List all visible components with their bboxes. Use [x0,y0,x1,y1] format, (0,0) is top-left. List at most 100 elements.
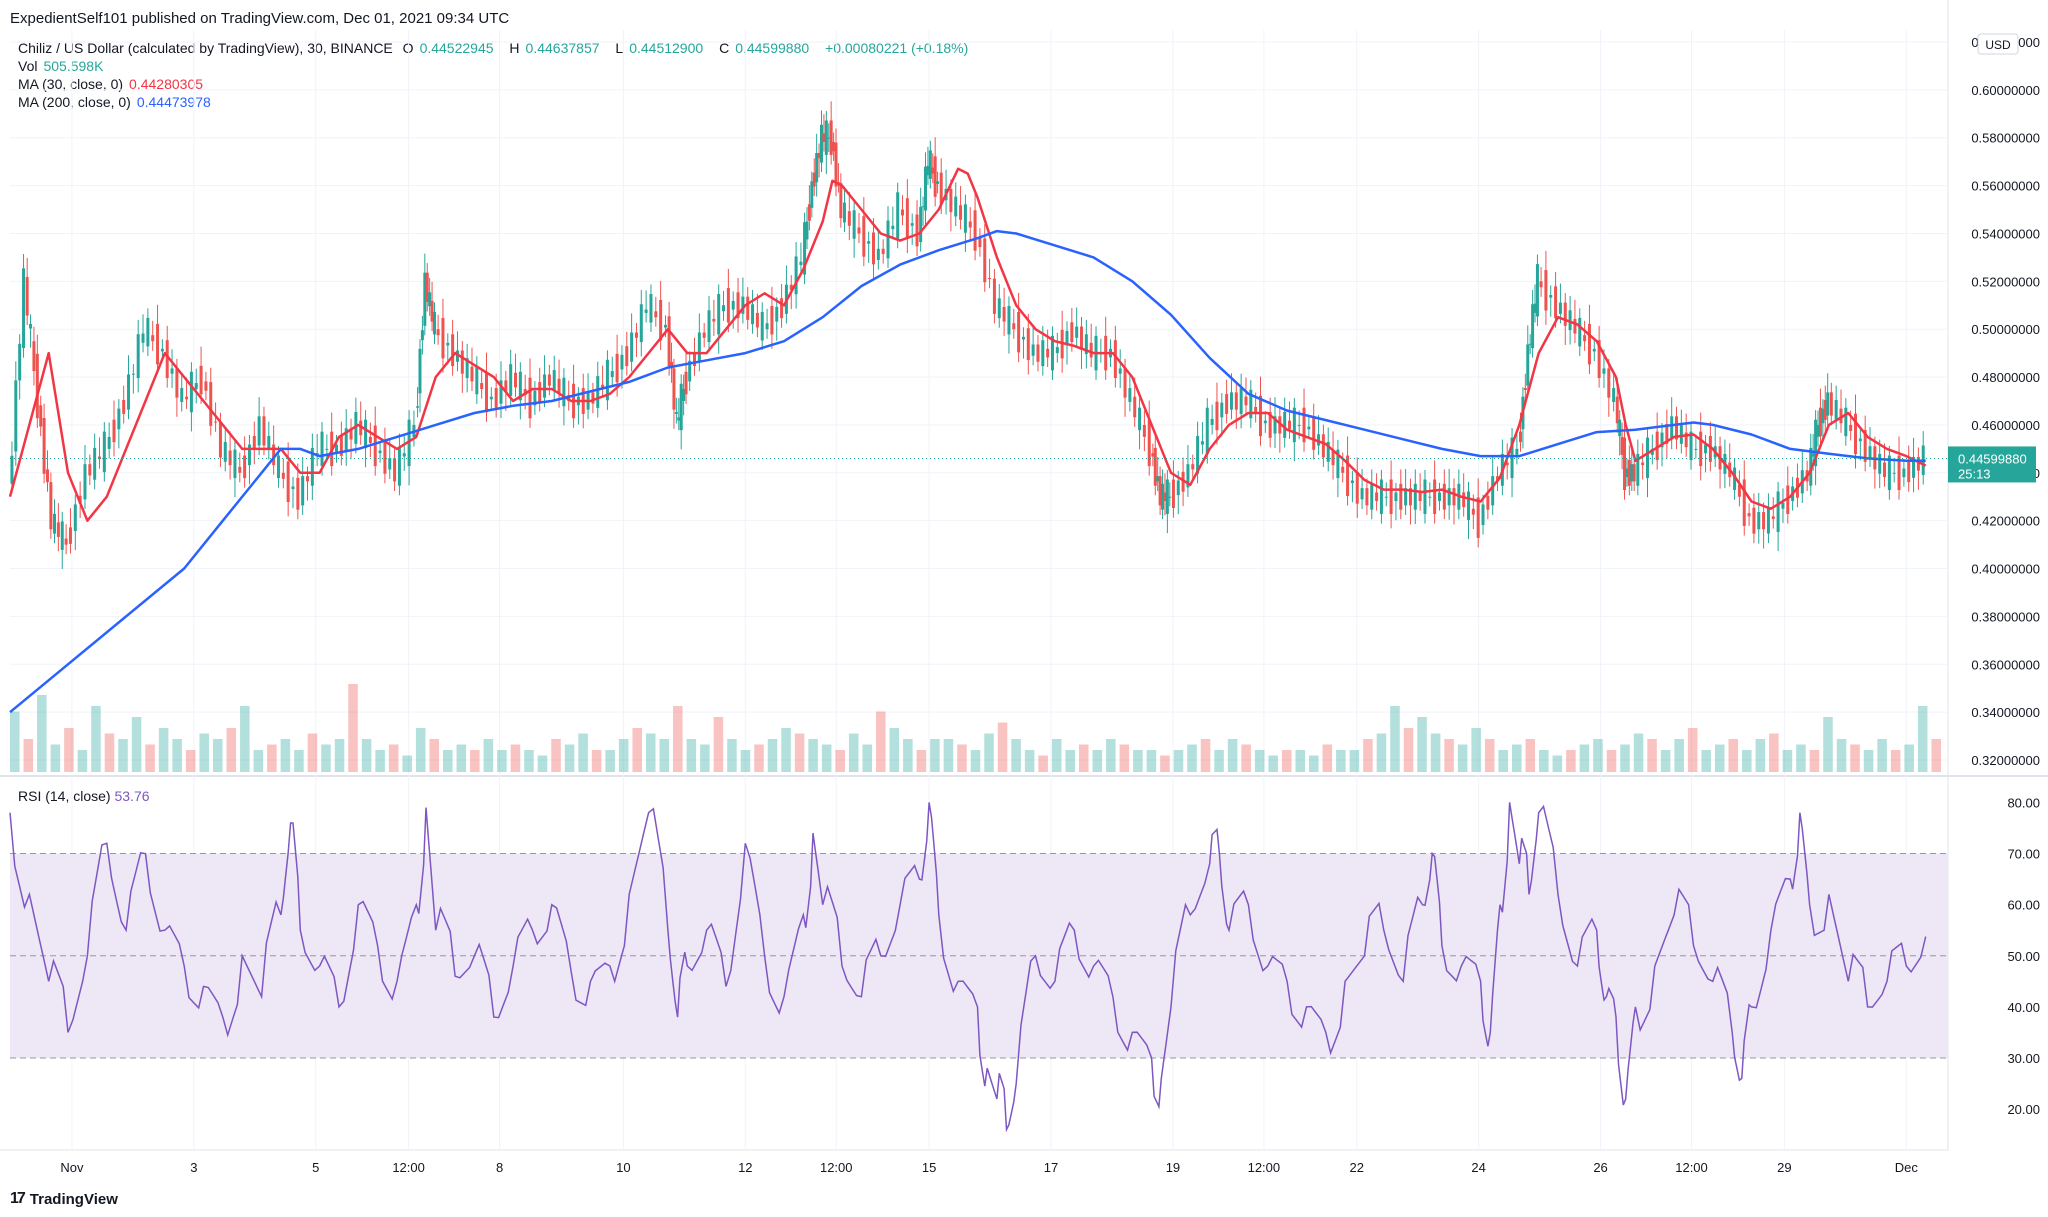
candle-body [1205,407,1209,455]
candle-body [1623,437,1627,491]
volume-bar [1254,750,1265,772]
candle-body [368,436,372,443]
volume-bar [1051,739,1062,772]
candle-body [1229,392,1233,410]
candle-body [39,405,43,427]
candle-body [416,406,420,408]
volume-bar [1309,755,1319,772]
candle-body [1302,407,1306,443]
candle-body [156,323,160,365]
candle-body [281,472,285,479]
candle-body [1708,435,1712,462]
candle-body [789,284,793,290]
volume-bar [1606,750,1617,772]
volume-bar [1336,750,1346,772]
candle-body [1630,464,1634,482]
volume-bar [889,728,900,772]
volume-bar [1322,744,1333,772]
candle-body [1863,429,1867,462]
time-tick-label: 12:00 [392,1160,425,1175]
candle-body [1467,491,1471,520]
volume-bar [1119,744,1130,772]
candle-body [968,221,972,228]
volume-bar [1714,744,1725,772]
ma30-legend[interactable]: MA (30, close, 0) 0.44280305 [18,76,204,92]
candle-body [1762,512,1766,530]
candle-body [1365,488,1369,506]
candle-body [1811,453,1815,457]
volume-bar [537,755,548,772]
candle-body [684,371,688,395]
candle-body [1307,426,1311,430]
volume-bar [1227,739,1238,772]
vol-legend[interactable]: Vol 505.598K [18,58,104,74]
volume-bar [1620,744,1630,772]
candle-body [634,332,638,338]
candle-body [484,371,488,413]
ma200-legend[interactable]: MA (200, close, 0) 0.44473978 [18,94,211,110]
candle-body [1036,344,1040,362]
volume-bar [1850,744,1860,772]
change-value: +0.00080221 (+0.18%) [825,40,969,56]
volume-bar [1471,728,1481,772]
candle-body [693,352,697,367]
volume-bar [835,750,845,772]
candle-body [204,381,208,391]
candle-body [1128,388,1132,402]
volume-bar [1160,755,1170,772]
volume-bar [361,739,372,772]
price-tick-label: 0.48000000 [1971,370,2040,385]
volume-bar [916,750,927,772]
candle-body [983,238,987,283]
candle-body [291,486,295,490]
candle-body [1321,434,1325,458]
rsi-line [9,802,1927,1133]
tradingview-logo[interactable]: 17 TradingView [10,1190,118,1208]
candle-body [1583,335,1587,342]
candle-body [775,306,779,322]
candle-body [812,172,816,187]
volume-bar [212,739,223,772]
candle-body [238,466,242,473]
volume-bar [1295,750,1306,772]
candle-body [1462,492,1466,508]
candle-body [1404,488,1408,506]
candle-body [325,448,329,450]
candle-body [1147,419,1151,467]
candle-body [1413,483,1417,510]
candle-body [1916,457,1920,471]
candle-body [1660,432,1664,448]
candle-body [112,419,116,443]
symbol-name[interactable]: Chiliz / US Dollar (calculated by Tradin… [18,40,393,56]
candle-body [393,458,397,482]
candle-body [931,167,935,174]
candle-body [1786,485,1790,514]
time-tick-label: 19 [1166,1160,1180,1175]
volume-bar [91,706,101,772]
volume-bar [1417,717,1427,772]
ma30-line [8,167,1927,522]
time-tick-label: 29 [1777,1160,1791,1175]
time-tick-label: 5 [312,1160,319,1175]
candle-body [819,124,823,163]
candle-body [1907,459,1911,483]
candle-body [667,316,671,367]
time-tick-label: Dec [1895,1160,1919,1175]
candle-body [1452,488,1456,506]
volume-bar [1187,744,1197,772]
volume-bar [267,744,277,772]
candle-body [988,277,992,279]
rsi-legend[interactable]: RSI (14, close) 53.76 [18,788,150,804]
ma200-line [9,229,1926,714]
candle-body [746,296,750,320]
volume-bar [1755,739,1766,772]
candle-body [1625,468,1629,478]
candle-body [383,441,387,474]
candle-body [122,400,126,414]
volume-bar [1011,739,1021,772]
candle-body [35,353,39,419]
candle-body [867,241,871,244]
volume-bar [37,695,47,772]
candle-body [630,332,634,362]
